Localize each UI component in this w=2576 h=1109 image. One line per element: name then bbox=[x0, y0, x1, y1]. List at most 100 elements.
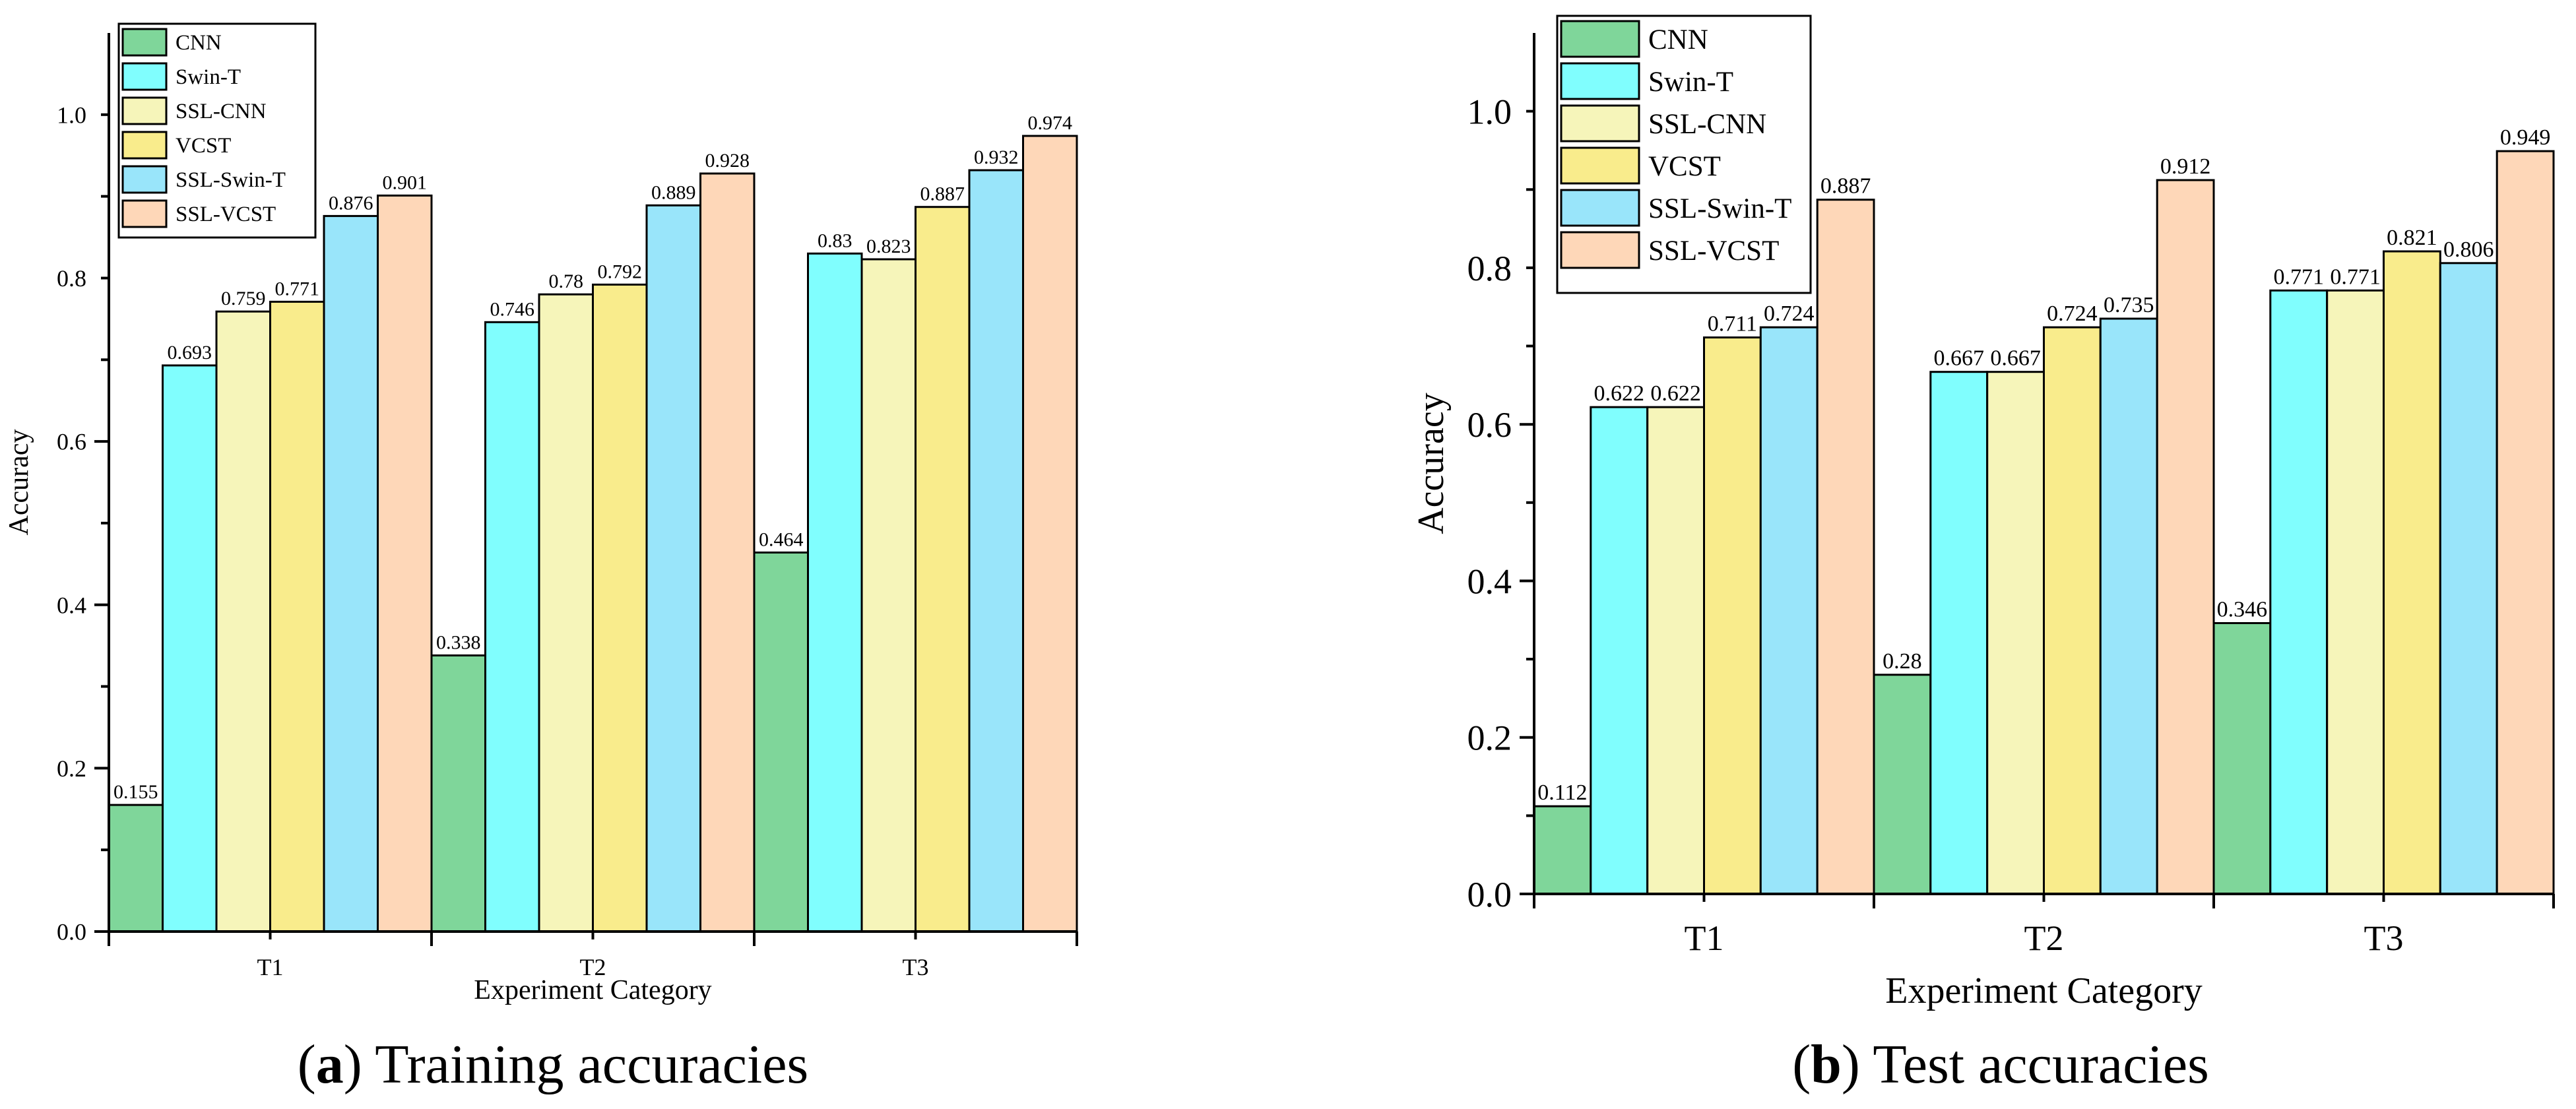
value-label-b-CNN-T2: 0.28 bbox=[1883, 649, 1922, 674]
caption-a-letter: a bbox=[315, 1034, 344, 1095]
value-label-a-CNN-T2: 0.338 bbox=[436, 632, 481, 654]
legend-label-b-SSL-CNN: SSL-CNN bbox=[1648, 109, 1766, 140]
value-label-a-SSL-CNN-T1: 0.759 bbox=[221, 288, 266, 309]
legend-b: CNN Swin-T SSL-CNN VCST SSL-Swin-T SSL-VCST bbox=[1556, 15, 1812, 294]
value-label-b-SSL-CNN-T3: 0.771 bbox=[2330, 265, 2381, 289]
legend-label-b-CNN: CNN bbox=[1648, 24, 1708, 55]
bar-b-SSL-VCST-T1 bbox=[1816, 199, 1875, 895]
bar-a-CNN-T1 bbox=[108, 804, 164, 933]
value-label-b-SSL-CNN-T2: 0.667 bbox=[1990, 346, 2041, 371]
caption-b-close: ) bbox=[1841, 1034, 1860, 1095]
value-label-b-CNN-T3: 0.346 bbox=[2217, 598, 2268, 622]
x-axis-label-b: Experiment Category bbox=[1885, 970, 2203, 1011]
legend-swatch-b-SSL-CNN bbox=[1560, 104, 1640, 143]
bar-a-SSL-CNN-T1 bbox=[215, 310, 271, 933]
value-label-b-SSL-Swin-T-T3: 0.806 bbox=[2443, 238, 2494, 262]
value-label-a-VCST-T2: 0.792 bbox=[598, 261, 643, 282]
caption-a: (a) Training accuracies bbox=[298, 1032, 808, 1096]
y-tick-label-a-0.4: 0.4 bbox=[57, 592, 86, 618]
chart-b: 0.1120.280.3460.6220.6670.7710.6220.6670… bbox=[1411, 15, 2555, 1011]
caption-a-text: Training accuracies bbox=[362, 1034, 809, 1095]
legend-a: CNN Swin-T SSL-CNN VCST SSL-Swin-T SSL-VCST bbox=[117, 22, 317, 239]
y-tick-label-b-0.6: 0.6 bbox=[1467, 405, 1512, 445]
bar-b-SSL-CNN-T1 bbox=[1646, 406, 1705, 895]
value-label-b-SSL-VCST-T3: 0.949 bbox=[2500, 125, 2551, 150]
value-label-a-SSL-Swin-T-T2: 0.889 bbox=[651, 181, 696, 203]
caption-b-text: Test accuracies bbox=[1859, 1034, 2209, 1095]
legend-label-a-VCST: VCST bbox=[176, 134, 231, 158]
y-tick-label-a-0.6: 0.6 bbox=[57, 429, 86, 455]
x-tick-label-b-T1: T1 bbox=[1685, 918, 1724, 958]
y-tick-label-a-0.0: 0.0 bbox=[57, 919, 86, 945]
legend-swatch-a-VCST bbox=[121, 131, 168, 160]
bar-a-SSL-CNN-T2 bbox=[538, 293, 594, 933]
bar-b-Swin-T-T3 bbox=[2269, 289, 2329, 895]
legend-swatch-a-SSL-Swin-T bbox=[121, 165, 168, 194]
bar-a-SSL-VCST-T1 bbox=[377, 194, 433, 933]
value-label-b-Swin-T-T2: 0.667 bbox=[1934, 346, 1985, 371]
legend-label-a-Swin-T: Swin-T bbox=[176, 65, 241, 89]
value-label-a-SSL-CNN-T3: 0.823 bbox=[866, 236, 911, 257]
bar-b-Swin-T-T2 bbox=[1929, 371, 1989, 895]
value-label-b-VCST-T2: 0.724 bbox=[2047, 301, 2098, 326]
chart-a: 0.155 0.338 0.464 0.693 0.746 0.83 0.759 0.78 0.… bbox=[4, 22, 1078, 1005]
legend-swatch-a-SSL-CNN bbox=[121, 96, 168, 125]
value-label-a-SSL-CNN-T2: 0.78 bbox=[549, 270, 584, 292]
bar-b-SSL-Swin-T-T1 bbox=[1759, 326, 1819, 895]
bar-a-VCST-T2 bbox=[592, 283, 648, 933]
bar-b-CNN-T3 bbox=[2212, 622, 2272, 895]
value-label-b-VCST-T1: 0.711 bbox=[1708, 312, 1757, 336]
value-label-a-VCST-T1: 0.771 bbox=[275, 278, 320, 300]
legend-label-b-SSL-Swin-T: SSL-Swin-T bbox=[1648, 193, 1791, 224]
y-axis-label-a: Accuracy bbox=[4, 429, 34, 536]
y-tick-label-b-1.0: 1.0 bbox=[1467, 92, 1512, 132]
bar-a-VCST-T3 bbox=[915, 206, 971, 933]
x-tick-label-a-T1: T1 bbox=[257, 954, 284, 980]
value-label-b-SSL-Swin-T-T1: 0.724 bbox=[1764, 301, 1815, 326]
legend-label-b-SSL-VCST: SSL-VCST bbox=[1648, 236, 1779, 267]
x-tick-label-a-T3: T3 bbox=[903, 954, 929, 980]
bar-a-Swin-T-T1 bbox=[162, 364, 218, 933]
value-label-a-SSL-VCST-T1: 0.901 bbox=[383, 172, 428, 193]
value-label-a-SSL-VCST-T3: 0.974 bbox=[1028, 112, 1073, 134]
bar-b-VCST-T3 bbox=[2383, 250, 2441, 895]
bar-a-Swin-T-T2 bbox=[484, 321, 540, 933]
caption-b-letter: b bbox=[1811, 1034, 1842, 1095]
y-tick-label-a-1.0: 1.0 bbox=[57, 102, 86, 128]
value-label-b-SSL-CNN-T1: 0.622 bbox=[1650, 381, 1701, 406]
legend-label-b-VCST: VCST bbox=[1648, 151, 1721, 182]
bar-b-VCST-T1 bbox=[1703, 336, 1762, 895]
bar-b-Swin-T-T1 bbox=[1590, 406, 1649, 895]
x-tick-label-b-T2: T2 bbox=[2024, 918, 2064, 958]
value-label-a-CNN-T1: 0.155 bbox=[113, 781, 158, 803]
y-tick-label-a-0.8: 0.8 bbox=[57, 265, 86, 292]
value-label-b-SSL-Swin-T-T2: 0.735 bbox=[2104, 293, 2154, 317]
legend-swatch-a-SSL-VCST bbox=[121, 199, 168, 228]
legend-label-a-SSL-CNN: SSL-CNN bbox=[176, 100, 267, 123]
bar-a-SSL-Swin-T-T3 bbox=[968, 169, 1024, 933]
value-label-b-SSL-VCST-T1: 0.887 bbox=[1820, 174, 1871, 199]
caption-a-close: ) bbox=[343, 1034, 362, 1095]
y-tick-label-b-0.0: 0.0 bbox=[1467, 875, 1512, 914]
value-label-a-VCST-T3: 0.887 bbox=[920, 183, 965, 205]
y-axis-label-b: Accuracy bbox=[1411, 393, 1452, 534]
legend-swatch-b-SSL-Swin-T bbox=[1560, 189, 1640, 227]
bar-b-CNN-T2 bbox=[1873, 674, 1932, 895]
bar-a-SSL-CNN-T3 bbox=[860, 258, 917, 933]
value-label-a-Swin-T-T1: 0.693 bbox=[168, 342, 212, 364]
x-tick-label-b-T3: T3 bbox=[2364, 918, 2404, 958]
caption-a-open: ( bbox=[297, 1034, 316, 1095]
legend-swatch-a-CNN bbox=[121, 28, 168, 57]
legend-swatch-b-CNN bbox=[1560, 20, 1640, 58]
x-axis-label-a: Experiment Category bbox=[474, 975, 711, 1005]
legend-swatch-b-VCST bbox=[1560, 146, 1640, 185]
bar-b-CNN-T1 bbox=[1533, 805, 1592, 895]
value-label-a-CNN-T3: 0.464 bbox=[759, 529, 804, 551]
x-tick-label-a-T2: T2 bbox=[580, 954, 606, 980]
value-label-a-SSL-Swin-T-T1: 0.876 bbox=[329, 192, 373, 214]
value-label-b-Swin-T-T3: 0.771 bbox=[2274, 265, 2325, 289]
bar-b-SSL-Swin-T-T3 bbox=[2439, 262, 2498, 895]
legend-swatch-b-SSL-VCST bbox=[1560, 231, 1640, 269]
bar-a-SSL-Swin-T-T1 bbox=[323, 214, 379, 933]
